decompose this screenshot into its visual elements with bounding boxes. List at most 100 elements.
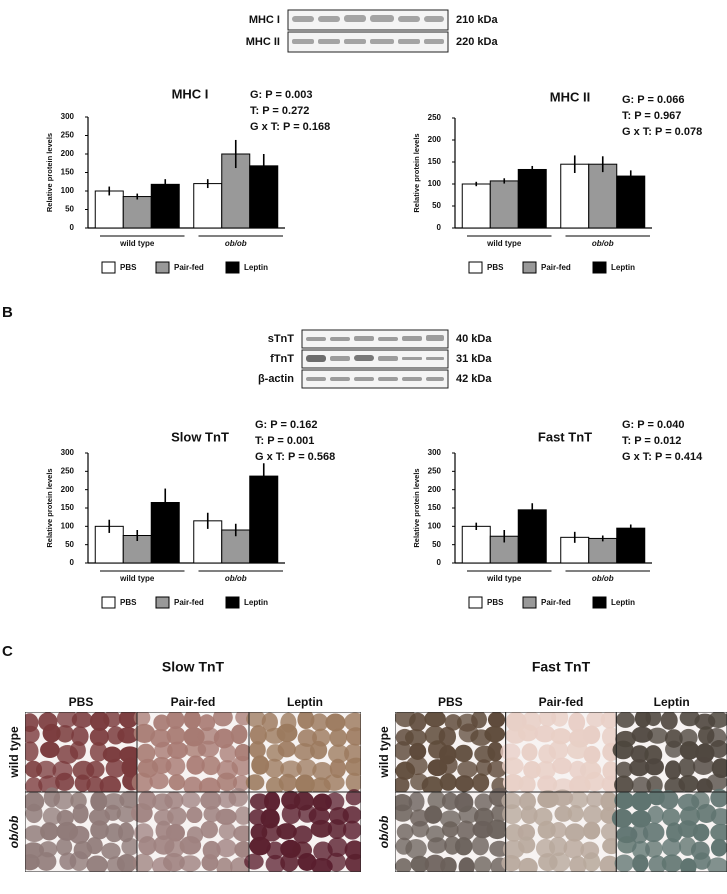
- y-tick-label: 250: [428, 466, 442, 475]
- muscle-fiber: [586, 791, 604, 808]
- muscle-fiber: [101, 842, 121, 860]
- y-tick-label: 0: [70, 558, 75, 567]
- muscle-fiber: [216, 772, 238, 792]
- muscle-fiber: [219, 744, 237, 763]
- muscle-fiber: [583, 852, 601, 872]
- blot-label: MHC I: [249, 14, 280, 26]
- muscle-fiber: [183, 776, 203, 796]
- legend-swatch: [522, 596, 537, 609]
- muscle-fiber: [200, 791, 222, 810]
- bar: [616, 527, 646, 564]
- muscle-fiber: [569, 791, 589, 809]
- x-tick-label: ob/ob: [592, 574, 614, 583]
- muscle-fiber: [310, 819, 333, 838]
- histology-title: Slow TnT: [162, 659, 225, 675]
- muscle-fiber: [56, 838, 73, 856]
- column-label: Pair-fed: [539, 695, 584, 709]
- y-axis-label: Relative protein levels: [412, 133, 421, 212]
- image-frame: [248, 791, 362, 872]
- muscle-fiber: [55, 772, 75, 791]
- blot-bands: [292, 15, 444, 44]
- muscle-fiber: [710, 823, 727, 842]
- muscle-fiber: [630, 745, 649, 763]
- muscle-fiber: [249, 741, 266, 759]
- legend-swatch: [592, 596, 607, 609]
- bar: [249, 475, 279, 564]
- muscle-fiber: [631, 776, 652, 796]
- muscle-fiber: [277, 740, 296, 758]
- bar: [461, 525, 491, 564]
- muscle-fiber: [520, 805, 538, 825]
- bar: [588, 537, 618, 564]
- muscle-fiber: [614, 791, 635, 810]
- y-tick-label: 50: [432, 201, 441, 210]
- muscle-fiber: [472, 773, 490, 792]
- blot-size: 31 kDa: [456, 353, 492, 365]
- muscle-fiber: [664, 760, 682, 780]
- muscle-fiber: [165, 823, 185, 842]
- muscle-fiber: [56, 712, 78, 728]
- chart: MHC I G: P = 0.003 T: P = 0.272 G x T: P = …: [45, 86, 330, 274]
- blot-frame: [301, 369, 449, 389]
- muscle-fiber: [405, 755, 428, 776]
- blot-label: MHC II: [246, 36, 280, 48]
- muscle-fiber: [90, 791, 108, 811]
- histology-image: [611, 788, 727, 872]
- bar: [517, 509, 547, 564]
- muscle-fiber: [154, 741, 173, 760]
- muscle-fiber: [216, 838, 237, 858]
- muscle-fiber: [198, 714, 216, 732]
- muscle-fiber: [614, 775, 634, 794]
- muscle-fiber: [392, 804, 413, 822]
- y-tick-label: 250: [61, 466, 75, 475]
- muscle-fiber: [582, 821, 601, 840]
- muscle-fiber: [484, 725, 506, 743]
- muscle-fiber: [410, 855, 430, 872]
- row-label: ob/ob: [7, 816, 21, 849]
- muscle-fiber: [602, 761, 619, 781]
- muscle-fiber: [312, 761, 333, 781]
- muscle-fiber: [86, 776, 104, 795]
- muscle-fiber: [327, 837, 348, 857]
- blot-size: 42 kDa: [456, 373, 492, 385]
- muscle-fiber: [264, 791, 281, 812]
- muscle-fiber: [440, 856, 457, 872]
- muscle-fiber: [471, 835, 489, 856]
- muscle-fiber: [249, 836, 271, 856]
- muscle-fiber: [167, 741, 189, 759]
- muscle-fiber: [280, 760, 302, 778]
- y-axis-label: Relative protein levels: [45, 468, 54, 547]
- muscle-fiber: [266, 841, 284, 860]
- muscle-fiber: [167, 806, 187, 826]
- muscle-fiber: [611, 808, 633, 828]
- muscle-fiber: [538, 712, 557, 727]
- chart: MHC II G: P = 0.066 T: P = 0.967 G x T: P =…: [412, 89, 702, 274]
- muscle-fiber: [133, 853, 154, 872]
- blot-frame: [287, 31, 449, 53]
- muscle-fiber: [25, 825, 45, 842]
- blot-label: sTnT: [268, 333, 295, 345]
- muscle-fiber: [647, 805, 664, 824]
- muscle-fiber: [395, 858, 412, 872]
- stat-annotation: T: P = 0.967: [622, 110, 681, 122]
- muscle-fiber: [25, 803, 43, 824]
- legend-swatch: [101, 596, 116, 609]
- muscle-fiber: [502, 804, 523, 825]
- muscle-fiber: [458, 805, 479, 824]
- muscle-fiber: [424, 854, 446, 872]
- row-label: ob/ob: [377, 816, 391, 849]
- muscle-fiber: [228, 788, 249, 807]
- bar: [517, 168, 547, 229]
- muscle-fiber: [90, 820, 109, 840]
- muscle-fiber: [265, 854, 286, 872]
- y-tick-label: 300: [61, 112, 75, 121]
- muscle-fiber: [201, 854, 219, 872]
- muscle-fiber: [549, 852, 571, 872]
- muscle-fiber: [631, 726, 653, 743]
- muscle-fiber: [86, 760, 105, 778]
- muscle-fiber: [583, 745, 601, 764]
- muscle-fiber: [599, 855, 620, 872]
- x-tick-label: wild type: [119, 574, 155, 583]
- muscle-fiber: [25, 777, 43, 796]
- muscle-fiber: [534, 725, 556, 743]
